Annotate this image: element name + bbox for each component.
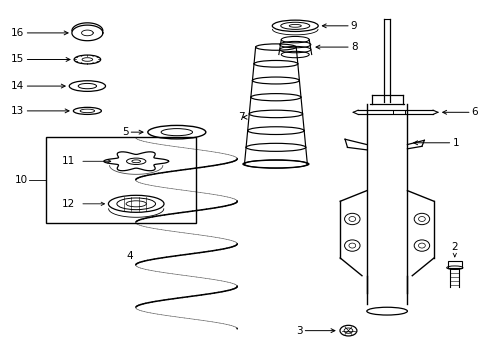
Text: 12: 12 <box>62 199 75 209</box>
Text: 11: 11 <box>62 156 75 166</box>
Text: 4: 4 <box>126 251 133 261</box>
Bar <box>447 261 461 268</box>
Text: 14: 14 <box>11 81 24 91</box>
Text: 6: 6 <box>471 107 477 117</box>
Text: 1: 1 <box>451 138 458 148</box>
Bar <box>46 138 196 222</box>
Text: 3: 3 <box>295 326 302 336</box>
Text: 16: 16 <box>11 28 24 38</box>
Text: 8: 8 <box>350 42 357 52</box>
Text: 9: 9 <box>350 21 357 31</box>
Text: 2: 2 <box>450 243 457 252</box>
Text: 13: 13 <box>11 106 24 116</box>
Text: 15: 15 <box>11 54 24 64</box>
Text: 10: 10 <box>15 175 28 185</box>
Text: 7: 7 <box>237 112 244 122</box>
Text: 5: 5 <box>122 127 128 137</box>
